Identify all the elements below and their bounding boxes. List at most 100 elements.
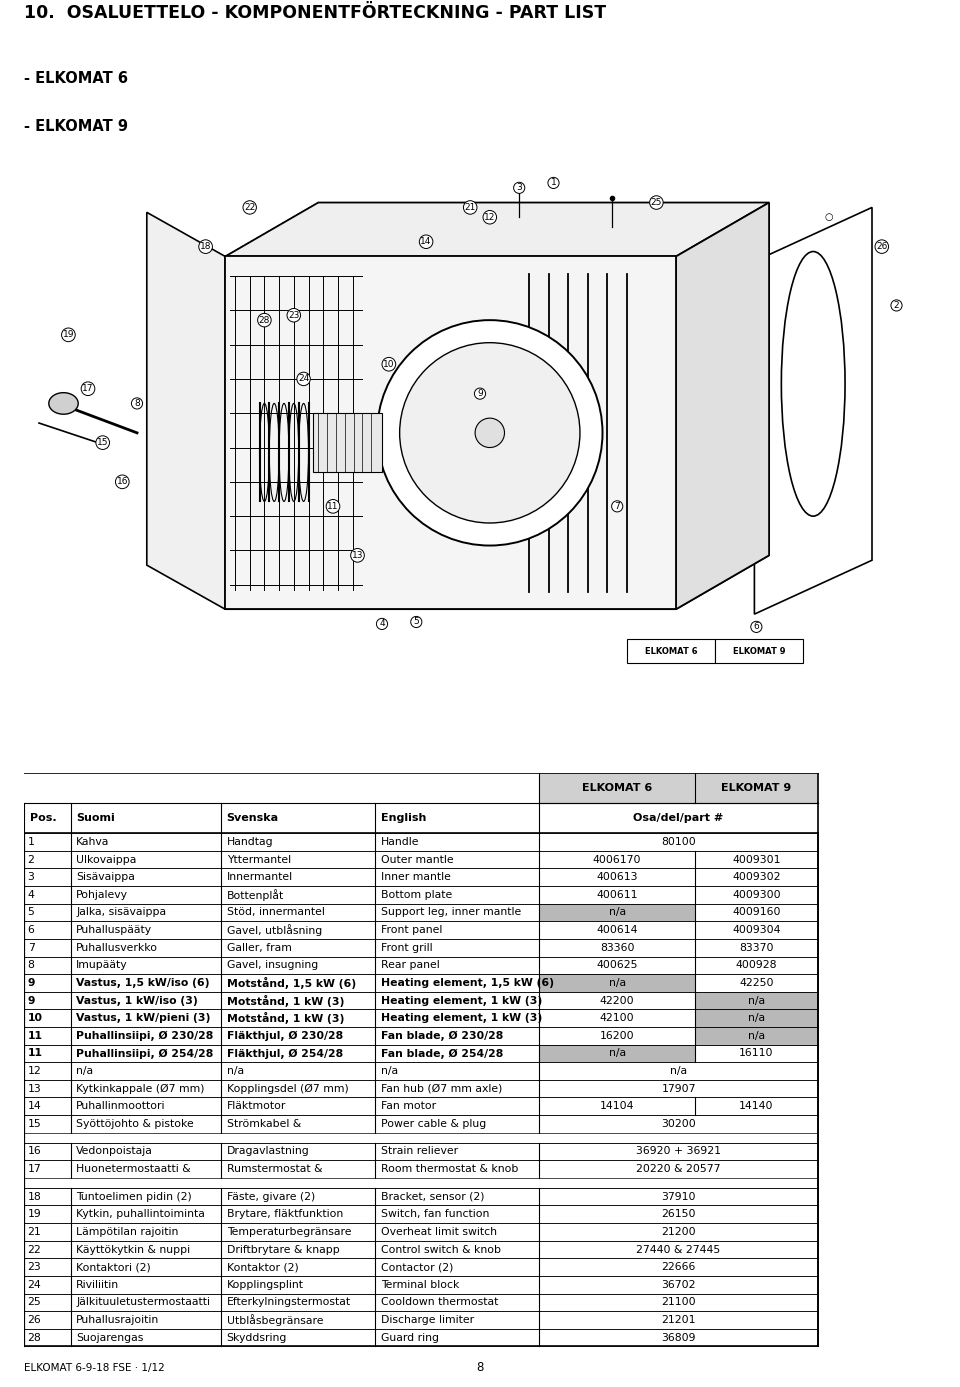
Text: 36920 + 36921: 36920 + 36921 bbox=[636, 1147, 721, 1157]
Text: Svenska: Svenska bbox=[227, 813, 278, 822]
Text: 13: 13 bbox=[351, 551, 363, 560]
Bar bbox=[540, 904, 695, 921]
Text: 10.  OSALUETTELO - KOMPONENTFÖRTECKNING - PART LIST: 10. OSALUETTELO - KOMPONENTFÖRTECKNING -… bbox=[24, 4, 606, 22]
Text: 4009302: 4009302 bbox=[732, 872, 780, 882]
Text: Switch, fan function: Switch, fan function bbox=[380, 1209, 489, 1219]
Text: n/a: n/a bbox=[670, 1067, 687, 1076]
Text: Käyttökytkin & nuppi: Käyttökytkin & nuppi bbox=[76, 1244, 190, 1254]
Bar bbox=[226, 257, 676, 609]
Text: n/a: n/a bbox=[748, 1013, 765, 1024]
Text: Terminal block: Terminal block bbox=[380, 1280, 459, 1290]
Text: Puhallinsiipi, Ø 254/28: Puhallinsiipi, Ø 254/28 bbox=[76, 1049, 213, 1058]
Text: Driftbrytare & knapp: Driftbrytare & knapp bbox=[227, 1244, 340, 1254]
Text: 26: 26 bbox=[876, 243, 887, 251]
Text: 2: 2 bbox=[894, 301, 900, 309]
Text: 11: 11 bbox=[28, 1049, 42, 1058]
Text: Puhallusverkko: Puhallusverkko bbox=[76, 943, 158, 953]
Text: n/a: n/a bbox=[380, 1067, 397, 1076]
Bar bbox=[24, 957, 818, 974]
Text: ELKOMAT 9: ELKOMAT 9 bbox=[721, 782, 792, 793]
Text: 19: 19 bbox=[62, 330, 74, 340]
Bar bbox=[24, 1133, 818, 1143]
Text: 16: 16 bbox=[116, 477, 128, 487]
Text: Motstånd, 1 kW (3): Motstånd, 1 kW (3) bbox=[227, 1013, 344, 1024]
Text: 8: 8 bbox=[134, 399, 140, 408]
Text: Discharge limiter: Discharge limiter bbox=[380, 1315, 474, 1325]
Text: Vastus, 1 kW/iso (3): Vastus, 1 kW/iso (3) bbox=[76, 996, 198, 1006]
Polygon shape bbox=[226, 555, 769, 609]
Text: 15: 15 bbox=[28, 1119, 41, 1129]
Text: Bottenplåt: Bottenplåt bbox=[227, 889, 284, 900]
Bar bbox=[24, 939, 818, 957]
Text: 42250: 42250 bbox=[739, 978, 774, 988]
Text: Vastus, 1,5 kW/iso (6): Vastus, 1,5 kW/iso (6) bbox=[76, 978, 209, 988]
Text: Lämpötilan rajoitin: Lämpötilan rajoitin bbox=[76, 1227, 179, 1237]
Bar bbox=[24, 1010, 818, 1026]
Text: 5: 5 bbox=[28, 907, 35, 917]
Text: Brytare, fläktfunktion: Brytare, fläktfunktion bbox=[227, 1209, 343, 1219]
Text: 21: 21 bbox=[465, 203, 476, 212]
Bar bbox=[24, 1178, 818, 1187]
Text: Innermantel: Innermantel bbox=[227, 872, 293, 882]
Text: Power cable & plug: Power cable & plug bbox=[380, 1119, 486, 1129]
Text: 4: 4 bbox=[28, 890, 35, 900]
Bar bbox=[24, 1062, 818, 1080]
Text: 42100: 42100 bbox=[600, 1013, 635, 1024]
Text: 26: 26 bbox=[28, 1315, 41, 1325]
Text: 400613: 400613 bbox=[596, 872, 637, 882]
Text: Gavel, insugning: Gavel, insugning bbox=[227, 960, 318, 971]
Text: 28: 28 bbox=[258, 316, 270, 325]
Text: Syöttöjohto & pistoke: Syöttöjohto & pistoke bbox=[76, 1119, 194, 1129]
Text: Suomi: Suomi bbox=[76, 813, 115, 822]
Text: 25: 25 bbox=[28, 1297, 41, 1308]
Text: Handle: Handle bbox=[380, 836, 420, 847]
Text: Control switch & knob: Control switch & knob bbox=[380, 1244, 500, 1254]
Bar bbox=[24, 1161, 818, 1178]
Text: Strömkabel &: Strömkabel & bbox=[227, 1119, 300, 1129]
Text: Temperaturbegränsare: Temperaturbegränsare bbox=[227, 1227, 351, 1237]
Text: 6: 6 bbox=[28, 925, 35, 935]
Text: Fan hub (Ø7 mm axle): Fan hub (Ø7 mm axle) bbox=[380, 1083, 502, 1094]
Text: 2: 2 bbox=[28, 854, 35, 864]
Text: 15: 15 bbox=[97, 438, 108, 447]
Text: n/a: n/a bbox=[227, 1067, 244, 1076]
Text: Outer mantle: Outer mantle bbox=[380, 854, 453, 864]
Text: 27440 & 27445: 27440 & 27445 bbox=[636, 1244, 721, 1254]
Text: n/a: n/a bbox=[609, 1049, 626, 1058]
Text: 12: 12 bbox=[28, 1067, 41, 1076]
Text: 1: 1 bbox=[28, 836, 35, 847]
Text: 4009301: 4009301 bbox=[732, 854, 780, 864]
Bar bbox=[24, 1115, 818, 1133]
Text: 18: 18 bbox=[200, 243, 211, 251]
Text: Pohjalevy: Pohjalevy bbox=[76, 890, 129, 900]
Text: Fan blade, Ø 254/28: Fan blade, Ø 254/28 bbox=[380, 1049, 503, 1058]
Bar bbox=[24, 1223, 818, 1241]
Bar bbox=[24, 1258, 818, 1276]
Text: 400611: 400611 bbox=[596, 890, 637, 900]
Text: Puhallinmoottori: Puhallinmoottori bbox=[76, 1101, 166, 1111]
Text: - ELKOMAT 6: - ELKOMAT 6 bbox=[24, 71, 128, 86]
Bar bbox=[24, 1241, 818, 1258]
Text: n/a: n/a bbox=[609, 907, 626, 917]
Polygon shape bbox=[226, 203, 769, 257]
Text: Contactor (2): Contactor (2) bbox=[380, 1262, 453, 1272]
Bar bbox=[24, 834, 818, 850]
Text: 16200: 16200 bbox=[600, 1031, 635, 1040]
Text: 18: 18 bbox=[28, 1191, 41, 1201]
Polygon shape bbox=[147, 212, 226, 609]
Text: 17: 17 bbox=[83, 384, 94, 394]
Text: 24: 24 bbox=[28, 1280, 41, 1290]
Ellipse shape bbox=[49, 393, 78, 415]
Text: Inner mantle: Inner mantle bbox=[380, 872, 450, 882]
Text: Puhallusrajoitin: Puhallusrajoitin bbox=[76, 1315, 159, 1325]
Text: 28: 28 bbox=[28, 1333, 41, 1343]
Ellipse shape bbox=[399, 343, 580, 523]
Text: Efterkylningstermostat: Efterkylningstermostat bbox=[227, 1297, 350, 1308]
Text: Guard ring: Guard ring bbox=[380, 1333, 439, 1343]
Bar bbox=[24, 1276, 818, 1294]
Text: 25: 25 bbox=[651, 198, 662, 207]
Bar bbox=[24, 1311, 818, 1329]
Text: Bracket, sensor (2): Bracket, sensor (2) bbox=[380, 1191, 484, 1201]
Text: Suojarengas: Suojarengas bbox=[76, 1333, 144, 1343]
Text: 4009160: 4009160 bbox=[732, 907, 780, 917]
